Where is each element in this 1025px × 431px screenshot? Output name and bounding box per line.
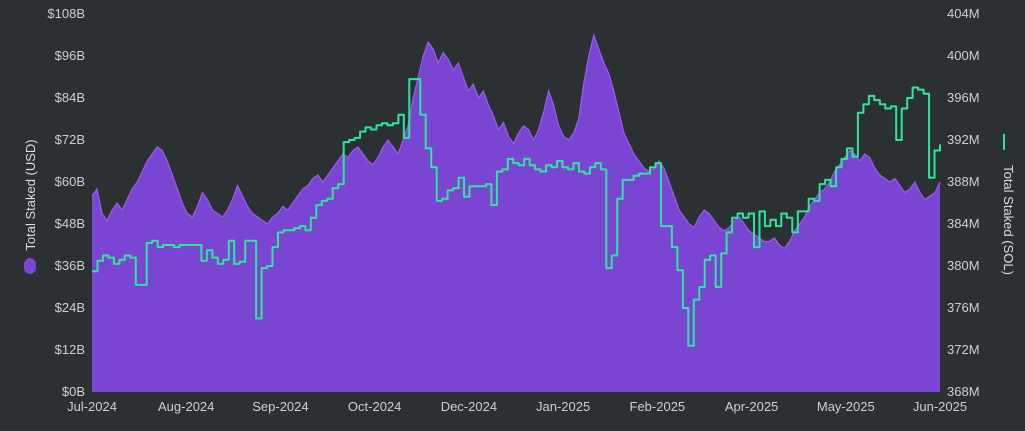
right-tick-label: 396M bbox=[947, 90, 980, 105]
left-tick-label: $48B bbox=[55, 216, 85, 231]
x-tick-label: Feb-2025 bbox=[630, 399, 686, 414]
right-axis-title: Total Staked (SOL) bbox=[1001, 134, 1016, 275]
usd-area-series bbox=[92, 35, 940, 392]
x-tick-label: Oct-2024 bbox=[348, 399, 401, 414]
right-axis-ticks: 368M 372M 376M 380M 384M 388M 392M 396M 400M 404M bbox=[947, 6, 980, 399]
x-axis-ticks: Jul-2024 Aug-2024 Sep-2024 Oct-2024 Dec-2024… bbox=[67, 399, 967, 414]
left-legend-swatch bbox=[24, 258, 36, 274]
x-tick-label: Apr-2025 bbox=[725, 399, 778, 414]
x-tick-label: Jan-2025 bbox=[536, 399, 590, 414]
right-tick-label: 392M bbox=[947, 132, 980, 147]
right-axis-label: Total Staked (SOL) bbox=[1001, 165, 1016, 275]
left-tick-label: $84B bbox=[55, 90, 85, 105]
left-tick-label: $12B bbox=[55, 342, 85, 357]
right-tick-label: 404M bbox=[947, 6, 980, 21]
right-tick-label: 388M bbox=[947, 174, 980, 189]
left-axis-ticks: $0B $12B $24B $36B $48B $60B $72B $84B $96B $108B bbox=[47, 6, 85, 399]
usd-area-group bbox=[91, 32, 941, 392]
x-tick-label: Sep-2024 bbox=[252, 399, 308, 414]
x-tick-label: Jun-2025 bbox=[913, 399, 967, 414]
right-tick-label: 400M bbox=[947, 48, 980, 63]
left-tick-label: $0B bbox=[62, 384, 85, 399]
right-tick-label: 368M bbox=[947, 384, 980, 399]
left-tick-label: $72B bbox=[55, 132, 85, 147]
left-axis-title: Total Staked (USD) bbox=[23, 139, 38, 274]
left-tick-label: $60B bbox=[55, 174, 85, 189]
x-tick-label: Jul-2024 bbox=[67, 399, 117, 414]
left-tick-label: $36B bbox=[55, 258, 85, 273]
right-tick-label: 380M bbox=[947, 258, 980, 273]
sol-line-series bbox=[92, 78, 941, 347]
left-tick-label: $108B bbox=[47, 6, 85, 21]
right-tick-label: 372M bbox=[947, 342, 980, 357]
left-tick-label: $96B bbox=[55, 48, 85, 63]
right-tick-label: 376M bbox=[947, 300, 980, 315]
left-tick-label: $24B bbox=[55, 300, 85, 315]
x-tick-label: Aug-2024 bbox=[158, 399, 214, 414]
left-axis-label: Total Staked (USD) bbox=[23, 139, 38, 250]
sol-line-group bbox=[92, 78, 941, 347]
x-tick-label: Dec-2024 bbox=[441, 399, 497, 414]
x-tick-label: May-2025 bbox=[817, 399, 875, 414]
right-tick-label: 384M bbox=[947, 216, 980, 231]
